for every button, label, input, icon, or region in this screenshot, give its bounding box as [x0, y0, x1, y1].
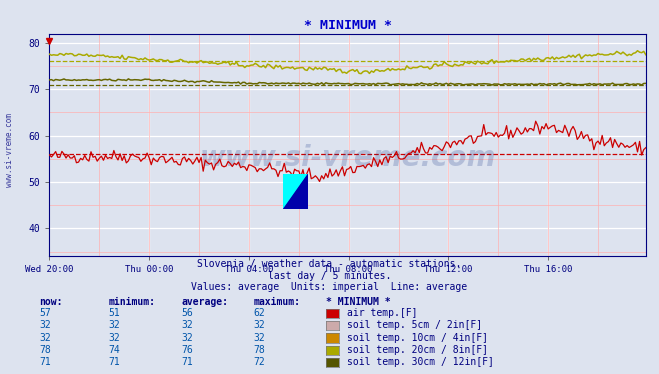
Text: air temp.[F]: air temp.[F] [347, 308, 418, 318]
Text: 76: 76 [181, 345, 193, 355]
Text: www.si-vreme.com: www.si-vreme.com [200, 144, 496, 172]
Text: Slovenia / weather data - automatic stations.: Slovenia / weather data - automatic stat… [197, 260, 462, 269]
Text: 32: 32 [40, 321, 51, 330]
Text: 78: 78 [40, 345, 51, 355]
Title: * MINIMUM *: * MINIMUM * [304, 19, 391, 33]
Text: 71: 71 [109, 358, 121, 367]
Text: soil temp. 5cm / 2in[F]: soil temp. 5cm / 2in[F] [347, 321, 482, 330]
Text: now:: now: [40, 297, 63, 307]
Text: 74: 74 [109, 345, 121, 355]
Text: www.si-vreme.com: www.si-vreme.com [5, 113, 14, 187]
Polygon shape [283, 174, 308, 209]
Polygon shape [283, 174, 308, 209]
Text: 71: 71 [181, 358, 193, 367]
Text: 62: 62 [254, 308, 266, 318]
Text: * MINIMUM *: * MINIMUM * [326, 297, 391, 307]
Text: 32: 32 [109, 321, 121, 330]
Text: 56: 56 [181, 308, 193, 318]
Text: 78: 78 [254, 345, 266, 355]
Text: 32: 32 [254, 321, 266, 330]
Text: maximum:: maximum: [254, 297, 301, 307]
Text: soil temp. 30cm / 12in[F]: soil temp. 30cm / 12in[F] [347, 358, 494, 367]
Text: 32: 32 [40, 333, 51, 343]
Polygon shape [283, 174, 308, 209]
Text: 32: 32 [109, 333, 121, 343]
Text: last day / 5 minutes.: last day / 5 minutes. [268, 271, 391, 280]
Text: 32: 32 [181, 321, 193, 330]
Text: soil temp. 20cm / 8in[F]: soil temp. 20cm / 8in[F] [347, 345, 488, 355]
Text: minimum:: minimum: [109, 297, 156, 307]
Text: 71: 71 [40, 358, 51, 367]
Text: average:: average: [181, 297, 228, 307]
Text: Values: average  Units: imperial  Line: average: Values: average Units: imperial Line: av… [191, 282, 468, 292]
Text: 51: 51 [109, 308, 121, 318]
Text: 72: 72 [254, 358, 266, 367]
Text: 32: 32 [181, 333, 193, 343]
Text: 57: 57 [40, 308, 51, 318]
Text: 32: 32 [254, 333, 266, 343]
Text: soil temp. 10cm / 4in[F]: soil temp. 10cm / 4in[F] [347, 333, 488, 343]
